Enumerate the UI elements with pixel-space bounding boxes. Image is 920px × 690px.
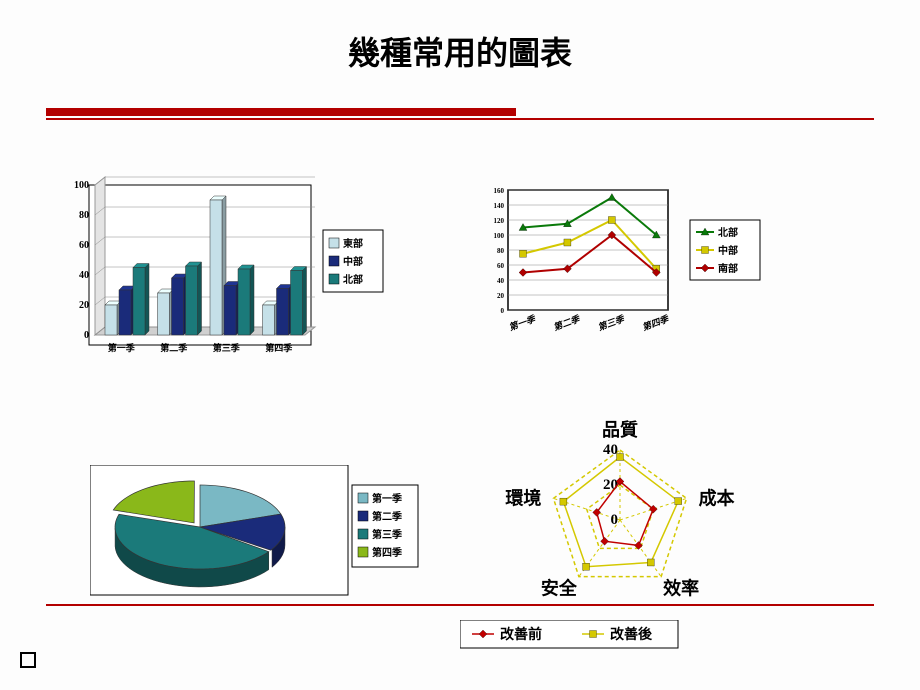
svg-text:中部: 中部 — [343, 255, 363, 268]
svg-text:第二季: 第二季 — [552, 313, 583, 332]
svg-text:成本: 成本 — [699, 487, 735, 508]
svg-text:第三季: 第三季 — [372, 528, 403, 541]
svg-text:第四季: 第四季 — [372, 546, 403, 559]
svg-text:80: 80 — [79, 210, 89, 221]
svg-text:改善後: 改善後 — [610, 626, 653, 643]
svg-text:環境: 環境 — [505, 487, 541, 508]
svg-text:改善前: 改善前 — [500, 626, 542, 643]
svg-text:100: 100 — [74, 180, 89, 191]
svg-text:第一季: 第一季 — [508, 313, 539, 332]
svg-text:0: 0 — [501, 307, 505, 315]
svg-text:0: 0 — [611, 512, 619, 528]
svg-text:第四季: 第四季 — [641, 313, 672, 332]
svg-text:第二季: 第二季 — [372, 510, 403, 523]
svg-text:40: 40 — [497, 277, 505, 285]
svg-text:第二季: 第二季 — [160, 342, 188, 353]
svg-text:中部: 中部 — [718, 244, 738, 257]
svg-text:80: 80 — [497, 247, 505, 255]
divider-bottom — [46, 604, 874, 606]
svg-text:60: 60 — [79, 240, 89, 251]
divider-top — [46, 108, 874, 124]
svg-text:140: 140 — [494, 202, 505, 210]
svg-text:第一季: 第一季 — [372, 492, 403, 505]
svg-text:北部: 北部 — [718, 226, 738, 239]
svg-text:40: 40 — [79, 270, 89, 281]
svg-text:20: 20 — [79, 300, 89, 311]
slide-title: 幾種常用的圖表 — [0, 0, 920, 74]
bullet-icon — [20, 652, 36, 668]
svg-text:20: 20 — [603, 477, 618, 493]
svg-text:0: 0 — [84, 330, 89, 341]
svg-text:100: 100 — [494, 232, 505, 240]
bar-chart: 0 20 40 60 80 100 第一季 第二季 第三季 第四季 東部中部北部 — [55, 175, 395, 375]
svg-text:南部: 南部 — [718, 262, 738, 275]
svg-text:第四季: 第四季 — [265, 342, 293, 353]
svg-text:東部: 東部 — [343, 237, 363, 250]
svg-text:效率: 效率 — [663, 578, 699, 599]
svg-text:安全: 安全 — [541, 578, 578, 599]
svg-text:60: 60 — [497, 262, 505, 270]
svg-text:第三季: 第三季 — [596, 313, 627, 332]
svg-text:160: 160 — [494, 187, 505, 195]
svg-text:品質: 品質 — [602, 420, 638, 440]
svg-text:120: 120 — [494, 217, 505, 225]
svg-text:第三季: 第三季 — [213, 342, 241, 353]
svg-text:第一季: 第一季 — [108, 342, 136, 353]
radar-legend: 改善前 改善後 — [460, 620, 680, 650]
svg-text:北部: 北部 — [343, 273, 363, 286]
svg-text:40: 40 — [603, 442, 618, 458]
pie-chart: 第一季第二季第三季第四季 — [90, 465, 420, 605]
line-chart: 0 20 40 60 80 100 120 140 160 第一季第二季第三季第四季 北部中部南部 — [480, 185, 780, 355]
svg-text:20: 20 — [497, 292, 505, 300]
radar-chart: 0 20 40 品質成本效率 安全 環境 — [480, 420, 760, 620]
